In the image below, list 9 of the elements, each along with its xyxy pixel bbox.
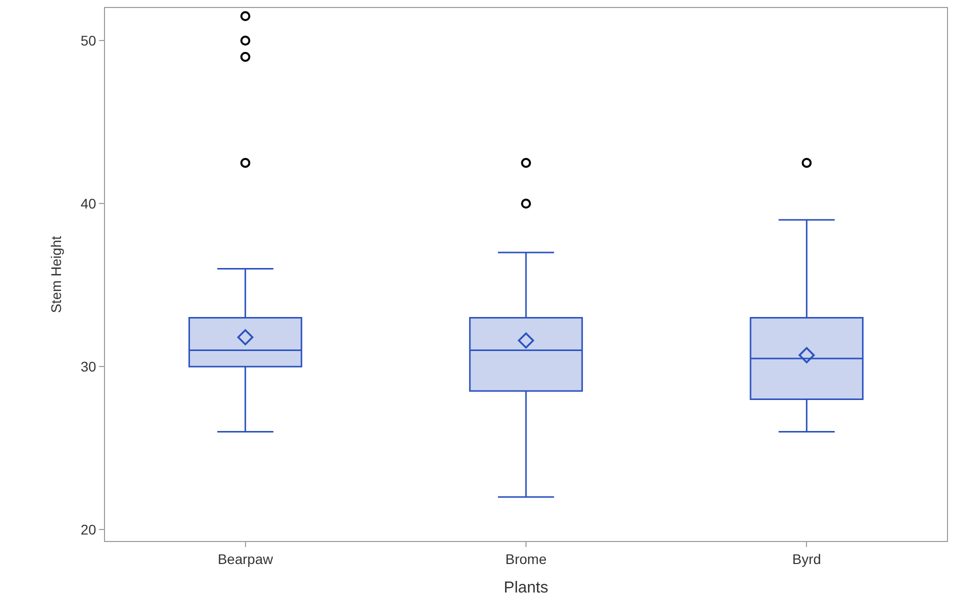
y-tick-label: 20 bbox=[80, 521, 96, 538]
x-tick-label: Byrd bbox=[792, 550, 822, 567]
y-axis-title: Stem Height bbox=[48, 236, 64, 314]
x-tick-label: Bearpaw bbox=[218, 550, 274, 567]
x-axis-title: Plants bbox=[504, 580, 548, 596]
y-tick-label: 40 bbox=[80, 196, 96, 212]
x-tick-label: Brome bbox=[505, 550, 547, 567]
y-tick-label: 30 bbox=[80, 358, 96, 374]
y-tick-label: 50 bbox=[80, 32, 96, 48]
